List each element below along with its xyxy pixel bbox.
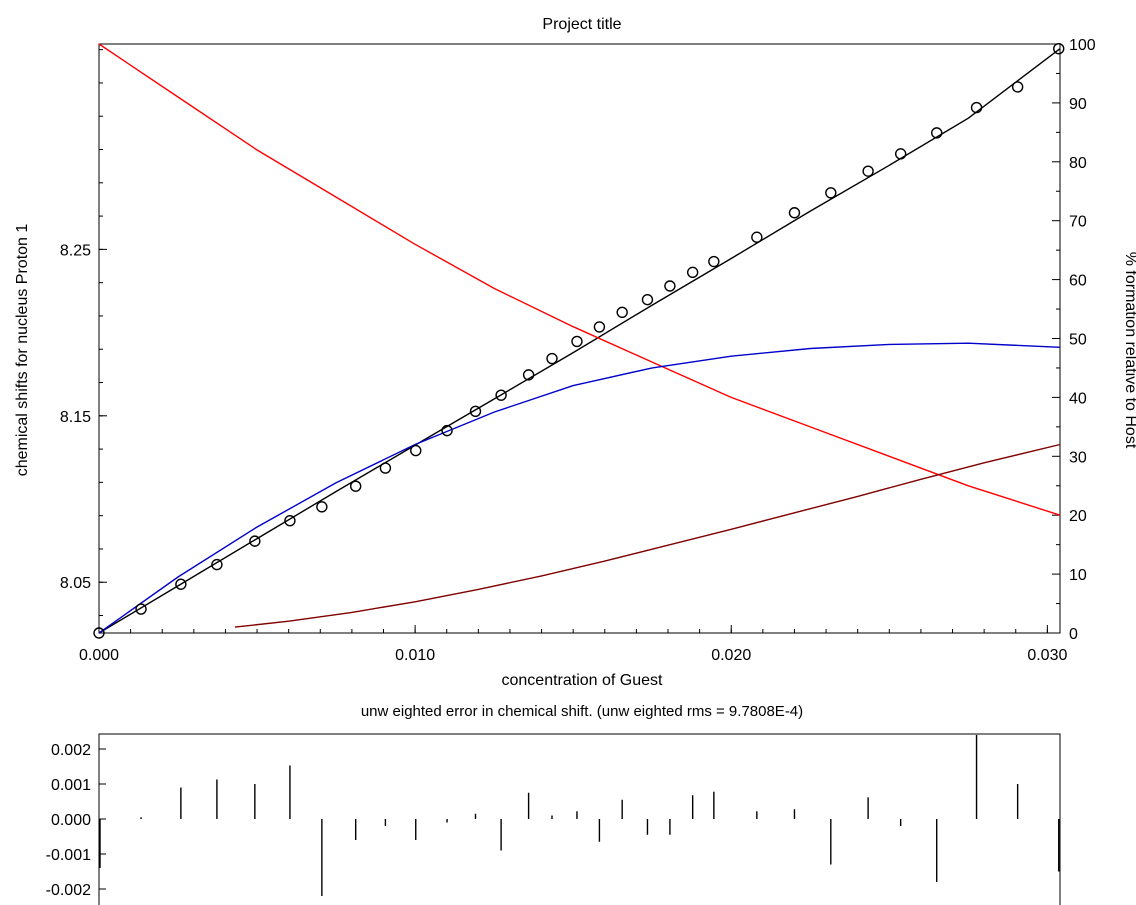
y-tick-label: 8.15 [60,409,91,426]
observed-point [593,321,606,333]
observed-point [931,127,943,139]
residual-chart: unw eighted error in chemical shift. (un… [46,703,1061,905]
y2-tick-label: 30 [1069,449,1087,466]
observed-point [664,280,676,292]
y2-tick-label: 60 [1069,273,1087,290]
main-chart-title: Project title [542,16,621,33]
y2-tick-label: 0 [1069,626,1078,643]
observed-point [316,501,328,513]
host-percent-line [98,43,1061,516]
x-tick-label: 0.000 [79,647,119,664]
observed-point [284,514,296,527]
x-tick-label: 0.010 [395,647,435,664]
y2-tick-label: 90 [1069,96,1087,113]
main-plot-frame [98,43,1061,634]
x-tick-label: 0.030 [1027,647,1067,664]
observed-point [211,558,223,571]
y2-tick-label: 50 [1069,332,1087,349]
observed-point [441,424,453,437]
y2-tick-label: 40 [1069,390,1087,407]
observed-point [825,187,837,199]
observed-point [788,207,801,219]
observed-point [616,306,628,318]
y-tick-label: 8.25 [60,242,91,259]
observed-point [686,266,699,279]
observed-point [93,627,105,639]
observed-point [970,101,983,114]
observed-point [410,444,422,457]
observed-point [894,148,907,160]
observed-point [751,231,763,243]
fit-line [98,48,1061,634]
observed-point [249,535,261,547]
residual-chart-title: unw eighted error in chemical shift. (un… [361,703,803,720]
y-tick-label: 8.05 [60,575,91,592]
residual-y-tick-label: 0.002 [51,742,91,759]
observed-point [641,293,654,306]
main-axes: 0.000 0.010 0.020 0.030 8.05 8.15 8.25 0 10 20 30 4… [60,37,1096,664]
observed-point [862,165,874,177]
residual-y-tick-label: 0.001 [51,777,91,794]
observed-point [379,462,392,474]
observed-point [349,480,362,492]
residual-y-tick-label: -0.001 [46,847,91,864]
y2-tick-label: 80 [1069,155,1087,172]
complex1-percent-line [98,342,1061,634]
y2-tick-label: 70 [1069,214,1087,231]
observed-points [93,42,1065,639]
residual-axes: 0.002 0.001 0.000 -0.001 -0.002 [46,742,106,899]
observed-point [522,369,535,381]
y-axis-label-left: chemical shifts for nucleus Proton 1 [14,224,31,477]
main-series [98,43,1061,634]
observed-point [1011,81,1024,93]
residual-bars [99,735,1060,896]
x-axis-label: concentration of Guest [502,672,664,689]
observed-point [175,578,187,590]
y2-tick-label: 100 [1069,37,1096,54]
observed-point [708,255,720,268]
x-tick-label: 0.020 [711,647,751,664]
y-axis-label-right: % formation relative to Host [1122,252,1136,449]
main-chart: Project title 0.000 0.010 0.020 0.030 8.05 8.… [14,16,1136,689]
y2-tick-label: 10 [1069,567,1087,584]
y2-tick-label: 20 [1069,508,1087,525]
observed-point [495,389,507,401]
residual-y-tick-label: -0.002 [46,882,91,899]
residual-plot-frame [98,733,1061,905]
observed-point [135,603,147,615]
complex2-percent-line [234,443,1061,628]
observed-point [571,335,583,348]
observed-point [469,405,482,418]
residual-y-tick-label: 0.000 [51,812,91,829]
observed-point [1053,42,1065,55]
observed-point [546,352,558,365]
